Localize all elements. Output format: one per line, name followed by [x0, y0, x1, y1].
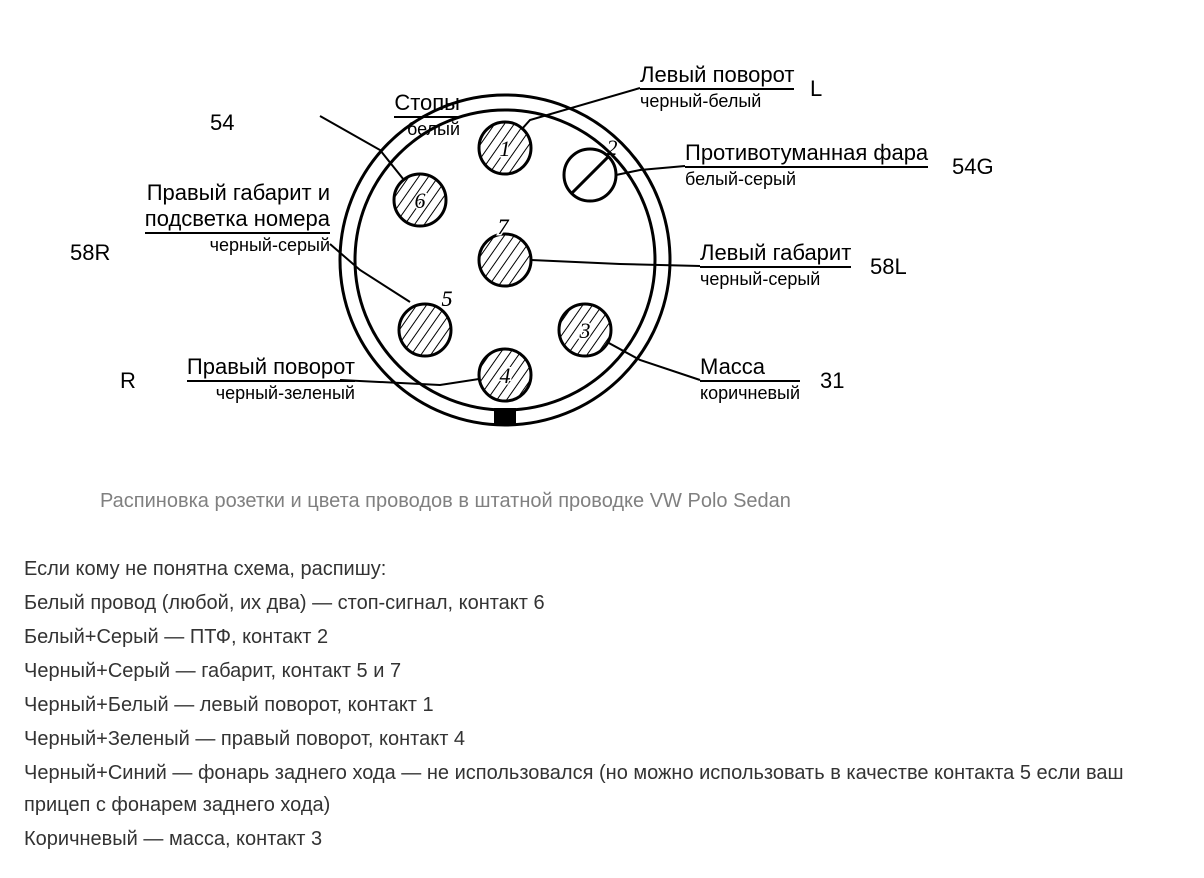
- label-code-54: 54: [210, 110, 234, 136]
- svg-text:4: 4: [500, 363, 511, 388]
- svg-text:1: 1: [500, 136, 511, 161]
- label-code-R: R: [120, 368, 136, 394]
- desc-line: Черный+Синий — фонарь заднего хода — не …: [24, 757, 1184, 821]
- label-pin-7: Левый габаритчерный-серый: [700, 240, 851, 290]
- label-pin-2: Противотуманная фарабелый-серый: [685, 140, 928, 190]
- desc-line: Если кому не понятна схема, распишу:: [24, 553, 1184, 585]
- pin-1: 1: [479, 122, 531, 174]
- desc-line: Белый провод (любой, их два) — стоп-сигн…: [24, 587, 1184, 619]
- label-title: Правый габарит иподсветка номера: [145, 180, 330, 232]
- label-sub: белый: [394, 116, 460, 140]
- label-title: Противотуманная фара: [685, 140, 928, 166]
- svg-text:5: 5: [442, 286, 453, 311]
- label-code-54G: 54G: [952, 154, 994, 180]
- svg-text:2: 2: [607, 135, 618, 160]
- label-title: Масса: [700, 354, 800, 380]
- svg-text:6: 6: [415, 188, 426, 213]
- label-title: Правый поворот: [187, 354, 355, 380]
- desc-line: Белый+Серый — ПТФ, контакт 2: [24, 621, 1184, 653]
- pin-7: 77: [479, 214, 531, 286]
- diagram-caption: Распиновка розетки и цвета проводов в шт…: [100, 490, 1184, 513]
- label-pin-1: Левый поворотчерный-белый: [640, 62, 794, 112]
- label-pin-5: Правый габарит иподсветка номерачерный-с…: [145, 180, 330, 256]
- label-title: Левый габарит: [700, 240, 851, 266]
- label-sub: черный-белый: [640, 88, 794, 112]
- label-code-31: 31: [820, 368, 844, 394]
- svg-text:7: 7: [498, 214, 510, 239]
- description-block: Если кому не понятна схема, распишу:Белы…: [24, 553, 1184, 855]
- label-pin-6: Стопыбелый: [394, 90, 460, 140]
- label-code-58L: 58L: [870, 254, 907, 280]
- desc-line: Коричневый — масса, контакт 3: [24, 823, 1184, 855]
- pin-5: 55: [399, 286, 453, 356]
- pin-3: 3: [559, 304, 611, 356]
- label-sub: черный-серый: [145, 232, 330, 256]
- label-title: Стопы: [394, 90, 460, 116]
- label-title: Левый поворот: [640, 62, 794, 88]
- desc-line: Черный+Белый — левый поворот, контакт 1: [24, 689, 1184, 721]
- label-code-L: L: [810, 76, 822, 102]
- desc-line: Черный+Серый — габарит, контакт 5 и 7: [24, 655, 1184, 687]
- label-code-58R: 58R: [70, 240, 110, 266]
- label-pin-4: Правый поворотчерный-зеленый: [187, 354, 355, 404]
- label-pin-3: Массакоричневый: [700, 354, 800, 404]
- pin-4: 4: [479, 349, 531, 401]
- connector-diagram: 1 2 3 4 55 6 77 Левый поворотчерный-белый L Прот…: [20, 20, 1184, 460]
- label-sub: черный-серый: [700, 266, 851, 290]
- label-sub: коричневый: [700, 380, 800, 404]
- label-sub: черный-зеленый: [187, 380, 355, 404]
- svg-text:3: 3: [579, 318, 591, 343]
- desc-line: Черный+Зеленый — правый поворот, контакт…: [24, 723, 1184, 755]
- label-sub: белый-серый: [685, 166, 928, 190]
- pin-6: 6: [394, 174, 446, 226]
- pin-2: 2: [564, 135, 618, 201]
